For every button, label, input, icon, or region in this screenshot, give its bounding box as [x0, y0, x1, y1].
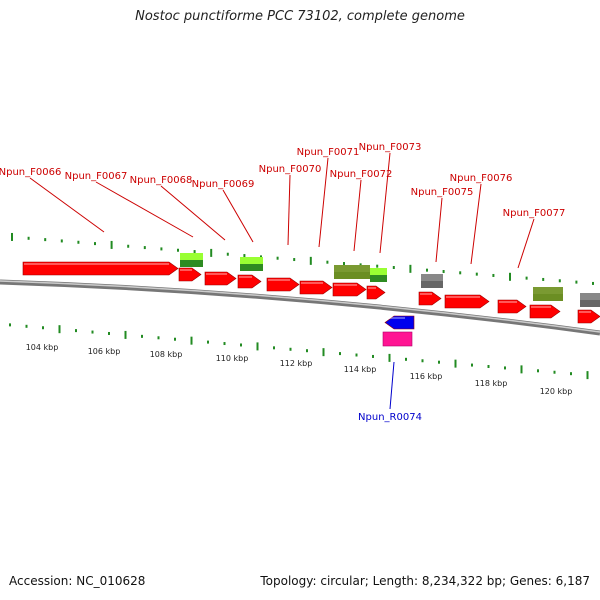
- gene-label-npun-f0071: Npun_F0071: [297, 147, 360, 158]
- misc-block-gray-2-top: [580, 293, 600, 300]
- gene-label-npun-f0066: Npun_F0066: [0, 167, 61, 178]
- leader-line-npun-f0071: [318, 157, 329, 248]
- misc-block-green-1-top: [180, 253, 203, 260]
- cds-arrow-npun-f0066: [22, 261, 179, 276]
- genome-backbone-highlight: [0, 280, 600, 333]
- ruler-label: 108 kbp: [150, 350, 183, 359]
- outer-tick-ring: [11, 232, 594, 285]
- misc-block-gray-2-bottom: [580, 300, 600, 307]
- misc-block-olive-2-top: [533, 287, 563, 294]
- cds-arrow-edge: [577, 309, 600, 324]
- gene-label-npun-f0075: Npun_F0075: [411, 187, 474, 198]
- cds-arrow-npun-f0076: [444, 294, 490, 309]
- misc-block-green-2-top: [240, 257, 263, 264]
- ruler-label: 114 kbp: [344, 365, 377, 374]
- leader-line-npun-f0073: [379, 152, 391, 254]
- cds-arrow-npun-f0075: [418, 291, 442, 306]
- misc-block-green-3-bottom: [370, 275, 387, 282]
- misc-block-green-2-bottom: [240, 264, 263, 271]
- ruler-label: 110 kbp: [216, 354, 249, 363]
- map-title: Nostoc punctiforme PCC 73102, complete g…: [135, 9, 465, 24]
- gene-label-npun-f0067: Npun_F0067: [65, 171, 128, 182]
- ruler-label: 118 kbp: [475, 379, 508, 388]
- cds-arrow-npun-f0072: [332, 282, 367, 297]
- ruler-label: 104 kbp: [26, 343, 59, 352]
- leader-line-npun-f0075: [435, 197, 443, 263]
- leader-line-npun-f0068: [160, 185, 226, 241]
- cds-arrow-npun-f0068: [204, 271, 237, 286]
- cds-arrow-npun-f0073: [366, 285, 386, 300]
- gene-label-npun-f0076: Npun_F0076: [450, 173, 513, 184]
- ruler-label: 120 kbp: [540, 387, 573, 396]
- leader-line-npun-f0066: [29, 177, 105, 233]
- rna-block-npun-r0074: [382, 331, 413, 347]
- misc-block-olive-1-bottom: [334, 272, 370, 279]
- leader-line-npun-f0069: [222, 189, 254, 243]
- feature-track: [22, 253, 600, 347]
- misc-block-gray-1-bottom: [421, 281, 443, 288]
- misc-block-gray-1-top: [421, 274, 443, 281]
- cds-arrow-npun-f0077: [497, 299, 527, 314]
- gene-label-npun-f0070: Npun_F0070: [259, 164, 322, 175]
- inner-tick-ring: [9, 323, 589, 380]
- ruler-label: 112 kbp: [280, 359, 313, 368]
- ruler-label: 116 kbp: [410, 372, 443, 381]
- ruler-label: 106 kbp: [88, 347, 121, 356]
- gene-label-npun-f0072: Npun_F0072: [330, 169, 393, 180]
- genome-summary: Topology: circular; Length: 8,234,322 bp…: [260, 574, 590, 588]
- gene-labels: Npun_F0066 Npun_F0067 Npun_F0068 Npun_F0069…: [0, 142, 565, 423]
- gene-label-npun-f0073: Npun_F0073: [359, 142, 422, 153]
- ruler-labels: 104 kbp 106 kbp 108 kbp 110 kbp 112 kbp 114 k…: [26, 343, 573, 396]
- cds-arrow-npun-f0070: [266, 277, 300, 292]
- leader-line-npun-f0072: [353, 179, 362, 252]
- leader-line-npun-f0070: [287, 174, 291, 246]
- cds-arrow-npun-f0067: [178, 267, 202, 282]
- feature-arrow-blue: [384, 315, 415, 330]
- leader-line-npun-r0074: [389, 361, 395, 410]
- cds-arrow-npun-f0071: [299, 280, 333, 295]
- misc-block-green-3-top: [370, 268, 387, 275]
- misc-block-olive-2-bottom: [533, 294, 563, 301]
- genome-backbone: [0, 279, 600, 336]
- leader-line-npun-f0076: [470, 183, 482, 265]
- gene-label-npun-f0068: Npun_F0068: [130, 175, 193, 186]
- accession-label: Accession: NC_010628: [9, 574, 146, 588]
- misc-block-green-1-bottom: [180, 260, 203, 267]
- label-leader-lines: [29, 152, 535, 410]
- gene-label-npun-f0069: Npun_F0069: [192, 179, 255, 190]
- leader-line-npun-f0067: [95, 181, 194, 238]
- gene-label-npun-r0074: Npun_R0074: [358, 412, 422, 423]
- leader-line-npun-f0077: [517, 218, 535, 269]
- cds-arrow-npun-f0069: [237, 274, 262, 289]
- cds-arrow-npun-f0078: [529, 304, 561, 319]
- gene-label-npun-f0077: Npun_F0077: [503, 208, 566, 219]
- misc-block-olive-1-top: [334, 265, 370, 272]
